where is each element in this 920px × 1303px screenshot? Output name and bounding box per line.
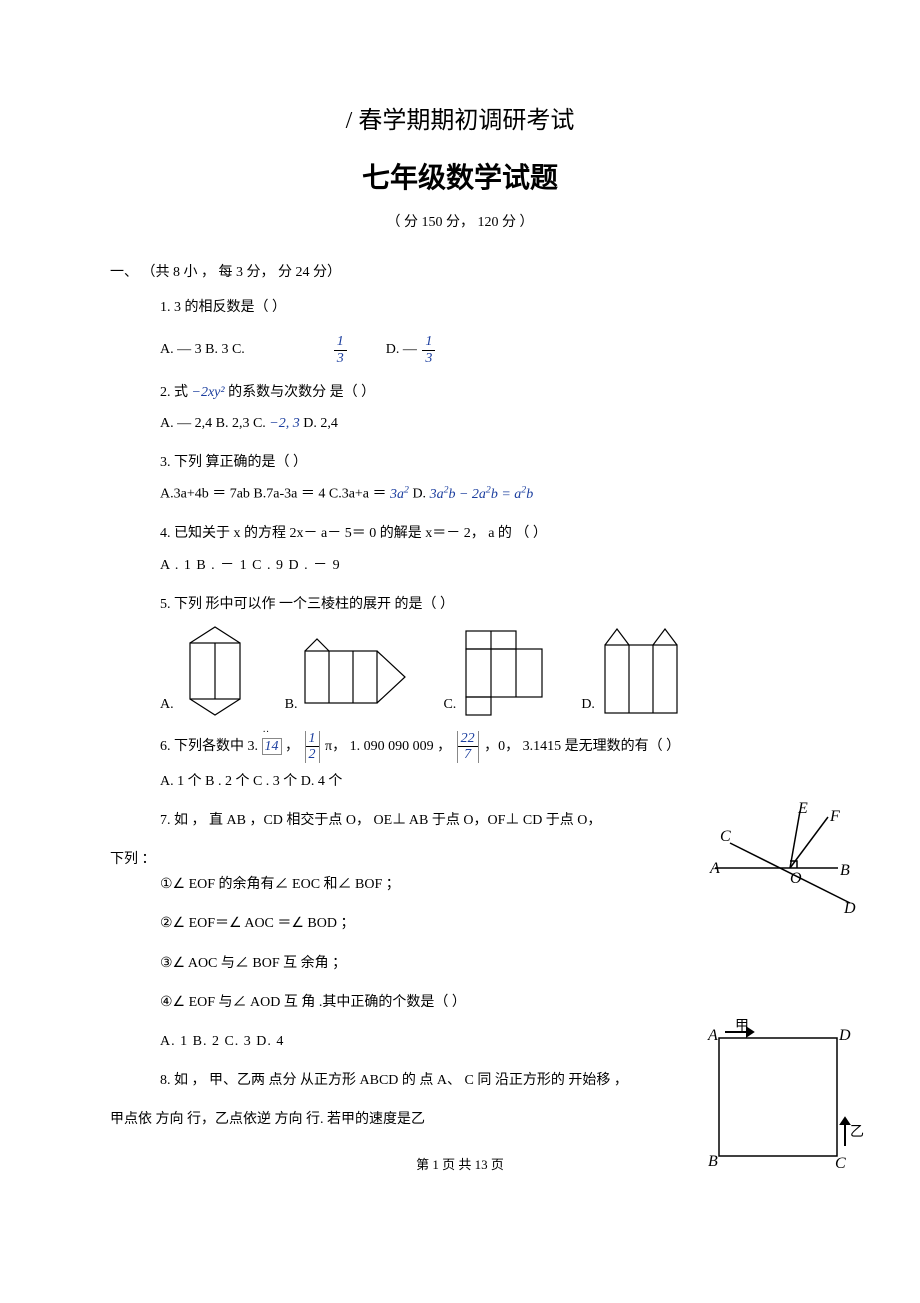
q2-term: −2xy² <box>192 385 225 400</box>
q8-line2: 甲点依 方向 行，乙点依逆 方向 行. 若甲的速度是乙 <box>110 1107 690 1132</box>
frac-den: 2 <box>306 747 319 762</box>
question-6: 6. 下列各数中 3. ·· 14 ， 1 2 π， 1. 090 090 00… <box>160 731 820 794</box>
q7-s3: ③∠ AOC 与∠ BOF 互 余角 ； <box>160 951 820 976</box>
label-jia: 甲 <box>735 1019 749 1034</box>
prism-net-c-icon <box>462 627 546 717</box>
q5-shapes: A. B. <box>160 625 820 717</box>
frac-num: 1 <box>334 334 347 350</box>
q5-opt-c: C. <box>443 627 546 717</box>
q5-stem: 5. 下列 形中可以作 一个三棱柱的展开 的是（ ） <box>160 592 820 617</box>
q5-label-b: B. <box>285 692 298 717</box>
exam-scoreline: （ 分 150 分， 120 分 ） <box>50 210 870 235</box>
q5-opt-a: A. <box>160 625 250 717</box>
q7-s4: ④∠ EOF 与∠ AOD 互 角 .其中正确的个数是（ ） <box>160 990 820 1015</box>
q3-stem: 3. 下列 算正确的是（ ） <box>160 450 820 475</box>
q1-options: A. — 3 B. 3 C. 1 3 D. — 1 3 <box>160 334 820 366</box>
q2-options: A. — 2,4 B. 2,3 C. −2, 3 D. 2,4 <box>160 411 820 436</box>
q5-opt-d: D. <box>581 625 681 717</box>
prism-net-d-icon <box>601 625 681 717</box>
q8-line1: 8. 如 ， 甲、乙两 点分 从正方形 ABCD 的 点 A、 C 同 沿正方形… <box>160 1068 690 1093</box>
frac-den: 7 <box>458 747 478 762</box>
label-B: B <box>708 1153 718 1170</box>
q1-fraction-d: 1 3 <box>422 334 435 366</box>
q4-options: A . 1 B . － 1 C . 9 D . － 9 <box>160 553 820 578</box>
frac-num: 22 <box>458 731 478 747</box>
label-yi: 乙 <box>850 1124 864 1140</box>
q5-label-a: A. <box>160 692 174 717</box>
question-4: 4. 已知关于 x 的方程 2x－ a－ 5＝ 0 的解是 x＝－ 2， a 的… <box>160 521 820 577</box>
q5-label-d: D. <box>581 692 595 717</box>
label-D: D <box>843 900 856 917</box>
q2-opts-ab: A. — 2,4 B. 2,3 C. <box>160 416 269 431</box>
q6-mid2: ，0， 3.1415 是无理数的有（ ） <box>484 739 680 754</box>
q1-stem: 1. 3 的相反数是（ ） <box>160 295 820 320</box>
q5-label-c: C. <box>443 692 456 717</box>
label-C: C <box>720 828 731 845</box>
section-1-header: 一、 （共 8 小 ， 每 3 分， 分 24 分） <box>110 260 870 285</box>
q7-figure-icon: A B C D E F O <box>710 803 860 923</box>
question-5: 5. 下列 形中可以作 一个三棱柱的展开 的是（ ） A. B. <box>160 592 820 717</box>
question-3: 3. 下列 算正确的是（ ） A.3a+4b ＝ 7ab B.7a-3a ＝ 4… <box>160 450 820 507</box>
q6-frac-22-7: 22 7 <box>457 731 479 763</box>
q6-options: A. 1 个 B . 2 个 C . 3 个 D. 4 个 <box>160 769 820 794</box>
q4-stem: 4. 已知关于 x 的方程 2x－ a－ 5＝ 0 的解是 x＝－ 2， a 的… <box>160 521 820 546</box>
label-O: O <box>790 870 802 887</box>
q2-opt-c-math: −2, 3 <box>269 416 299 431</box>
q6-pre: 6. 下列各数中 3. <box>160 739 258 754</box>
q1-opts-ab: A. — 3 B. 3 C. <box>160 342 245 357</box>
q3-c-math: 3a2 <box>390 487 409 502</box>
label-E: E <box>797 800 808 817</box>
label-A: A <box>707 1027 718 1044</box>
q1-fraction-c: 1 3 <box>334 334 347 366</box>
label-F: F <box>829 808 840 825</box>
q3-opt-ab: A.3a+4b ＝ 7ab B.7a-3a ＝ 4 C.3a+a ＝ <box>160 487 387 502</box>
q2-opt-d: D. 2,4 <box>303 416 338 431</box>
q6-frac-1-2: 1 2 <box>305 731 320 763</box>
q1-opt-d-pre: D. — <box>386 342 417 357</box>
q6-mid1: π， 1. 090 090 009 ， <box>325 739 455 754</box>
label-A: A <box>709 860 720 877</box>
prism-net-a-icon <box>180 625 250 717</box>
frac-den: 3 <box>422 351 435 366</box>
recurring-dots: ·· <box>263 724 270 742</box>
q3-options: A.3a+4b ＝ 7ab B.7a-3a ＝ 4 C.3a+a ＝ 3a2 D… <box>160 481 820 507</box>
q6-rec14: ·· 14 <box>262 734 282 759</box>
q3-d-math: 3a2b − 2a2b = a2b <box>430 487 534 502</box>
question-8-block: 8. 如 ， 甲、乙两 点分 从正方形 ABCD 的 点 A、 C 同 沿正方形… <box>50 1068 870 1132</box>
exam-pretitle: / 春学期期初调研考试 <box>50 100 870 143</box>
q8-figure-icon: A B C D 甲 乙 <box>705 1018 865 1168</box>
question-2: 2. 式 −2xy² 的系数与次数分 是（ ） A. — 2,4 B. 2,3 … <box>160 380 820 436</box>
q2-stem-post: 的系数与次数分 是（ ） <box>228 385 375 400</box>
q6-stem: 6. 下列各数中 3. ·· 14 ， 1 2 π， 1. 090 090 00… <box>160 731 820 763</box>
question-1: 1. 3 的相反数是（ ） A. — 3 B. 3 C. 1 3 D. — 1 … <box>160 295 820 366</box>
q5-opt-b: B. <box>285 637 409 717</box>
frac-num: 1 <box>422 334 435 350</box>
exam-title: 七年级数学试题 <box>50 153 870 203</box>
label-D: D <box>838 1027 851 1044</box>
label-C: C <box>835 1155 846 1172</box>
q2-stem: 2. 式 −2xy² 的系数与次数分 是（ ） <box>160 380 820 405</box>
frac-den: 3 <box>334 351 347 366</box>
prism-net-b-icon <box>303 637 408 717</box>
frac-num: 1 <box>306 731 319 747</box>
label-B: B <box>840 862 850 879</box>
q2-stem-pre: 2. 式 <box>160 385 192 400</box>
q3-d-pre: D. <box>412 487 429 502</box>
